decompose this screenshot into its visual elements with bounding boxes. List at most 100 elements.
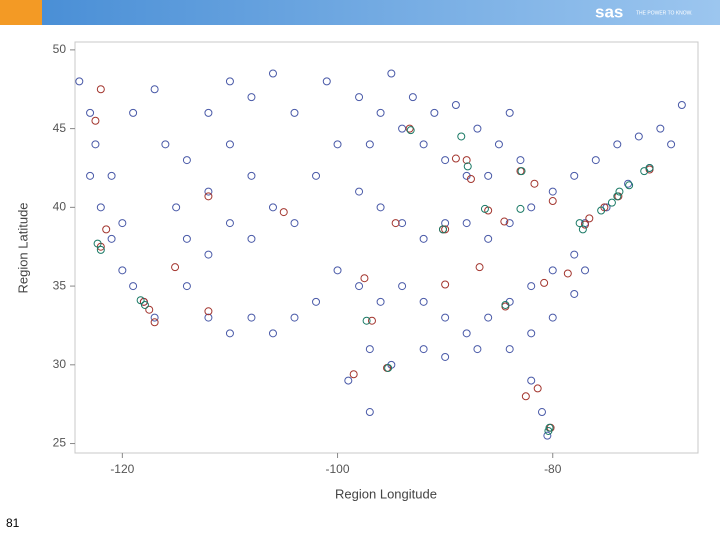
point bbox=[585, 214, 594, 223]
point bbox=[204, 192, 213, 201]
point bbox=[86, 108, 95, 117]
point bbox=[517, 167, 526, 176]
point bbox=[563, 269, 572, 278]
x-tick-label: -100 bbox=[326, 462, 350, 476]
point bbox=[204, 250, 213, 259]
point bbox=[107, 171, 116, 180]
y-tick-label: 40 bbox=[53, 200, 67, 214]
point bbox=[505, 345, 514, 354]
point bbox=[150, 318, 159, 327]
point bbox=[322, 77, 331, 86]
point bbox=[548, 266, 557, 275]
point bbox=[96, 245, 105, 254]
point bbox=[462, 156, 471, 165]
point bbox=[268, 329, 277, 338]
point bbox=[355, 282, 364, 291]
point bbox=[225, 140, 234, 149]
point bbox=[578, 225, 587, 234]
point bbox=[182, 156, 191, 165]
point bbox=[129, 282, 138, 291]
point bbox=[365, 345, 374, 354]
point bbox=[384, 363, 393, 372]
y-tick-label: 30 bbox=[53, 357, 67, 371]
point bbox=[204, 187, 213, 196]
point bbox=[355, 93, 364, 102]
point bbox=[484, 313, 493, 322]
logo: sas bbox=[595, 2, 623, 21]
point bbox=[367, 316, 376, 325]
point bbox=[204, 108, 213, 117]
point bbox=[247, 171, 256, 180]
point bbox=[575, 219, 584, 228]
point bbox=[625, 181, 634, 190]
point bbox=[516, 156, 525, 165]
point bbox=[540, 278, 549, 287]
point bbox=[607, 198, 616, 207]
point bbox=[312, 171, 321, 180]
y-tick-label: 35 bbox=[53, 278, 67, 292]
point bbox=[75, 77, 84, 86]
y-tick-label: 25 bbox=[53, 436, 67, 450]
point bbox=[494, 140, 503, 149]
point bbox=[613, 140, 622, 149]
point bbox=[349, 370, 358, 379]
point bbox=[204, 307, 213, 316]
point bbox=[150, 85, 159, 94]
point bbox=[501, 302, 510, 311]
point bbox=[172, 203, 181, 212]
point bbox=[463, 162, 472, 171]
point bbox=[333, 140, 342, 149]
point bbox=[441, 156, 450, 165]
point bbox=[96, 85, 105, 94]
point bbox=[505, 108, 514, 117]
point bbox=[543, 431, 552, 440]
point bbox=[118, 219, 127, 228]
point bbox=[182, 234, 191, 243]
point bbox=[171, 263, 180, 272]
point bbox=[441, 225, 450, 234]
point bbox=[406, 126, 415, 135]
point bbox=[451, 154, 460, 163]
point bbox=[457, 132, 466, 141]
point bbox=[581, 220, 590, 229]
point bbox=[408, 93, 417, 102]
point bbox=[667, 140, 676, 149]
point bbox=[96, 203, 105, 212]
point bbox=[247, 234, 256, 243]
point bbox=[161, 140, 170, 149]
x-axis-label: Region Longitude bbox=[335, 486, 437, 501]
point bbox=[438, 225, 447, 234]
point bbox=[204, 313, 213, 322]
point bbox=[290, 313, 299, 322]
point bbox=[365, 408, 374, 417]
point bbox=[505, 219, 514, 228]
point bbox=[500, 217, 509, 226]
point bbox=[362, 316, 371, 325]
point bbox=[355, 187, 364, 196]
point bbox=[441, 313, 450, 322]
x-tick-label: -120 bbox=[110, 462, 134, 476]
y-axis-label: Region Latitude bbox=[15, 202, 30, 293]
point bbox=[405, 124, 414, 133]
point bbox=[93, 239, 102, 248]
y-tick-label: 50 bbox=[53, 42, 67, 56]
point bbox=[527, 329, 536, 338]
point bbox=[527, 203, 536, 212]
point bbox=[102, 225, 111, 234]
point bbox=[527, 282, 536, 291]
point bbox=[533, 384, 542, 393]
point bbox=[344, 376, 353, 385]
point bbox=[225, 77, 234, 86]
point bbox=[225, 219, 234, 228]
point bbox=[365, 140, 374, 149]
point bbox=[419, 140, 428, 149]
point bbox=[613, 192, 622, 201]
point bbox=[570, 250, 579, 259]
point bbox=[441, 280, 450, 289]
point bbox=[430, 108, 439, 117]
point bbox=[225, 329, 234, 338]
point bbox=[290, 108, 299, 117]
point bbox=[268, 203, 277, 212]
